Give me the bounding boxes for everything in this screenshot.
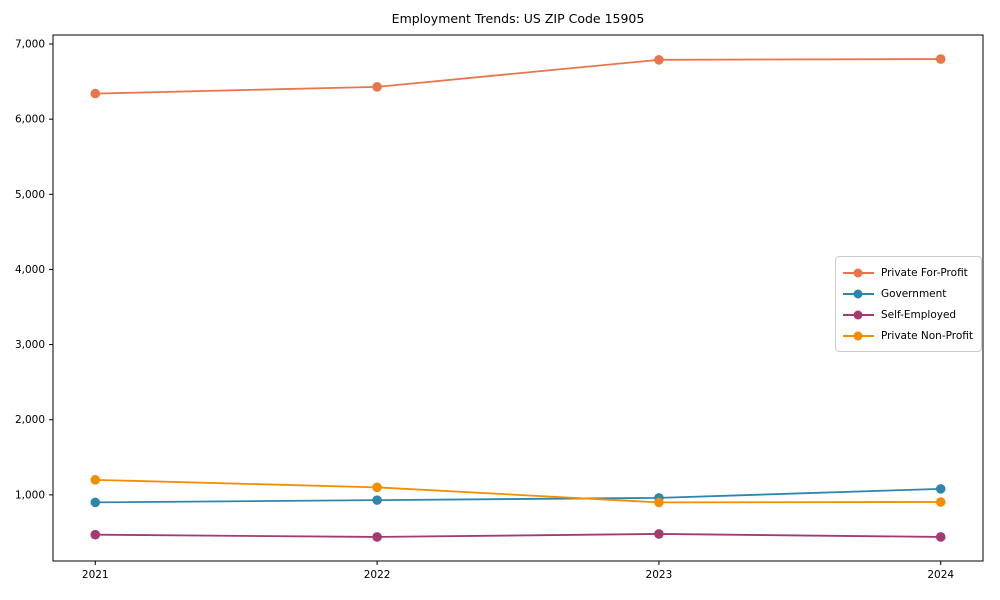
y-tick-label: 7,000 bbox=[15, 39, 45, 51]
series-line-private-for-profit bbox=[95, 58, 941, 95]
legend-label: Government bbox=[880, 287, 947, 300]
data-point-self-employed-2022 bbox=[372, 532, 382, 542]
data-point-self-employed-2024 bbox=[935, 532, 946, 542]
data-point-private-for-profit-2022 bbox=[372, 82, 382, 92]
data-point-private-for-profit-2021 bbox=[90, 88, 101, 99]
chart-title: Employment Trends: US ZIP Code 15905 bbox=[391, 11, 645, 26]
legend-item-government: Government bbox=[842, 283, 973, 304]
data-point-government-2022 bbox=[372, 495, 382, 505]
legend-item-private-non-profit: Private Non-Profit bbox=[842, 325, 973, 346]
data-point-private-non-profit-2021 bbox=[90, 475, 101, 485]
data-point-private-for-profit-2024 bbox=[935, 54, 946, 64]
y-tick-label: 5,000 bbox=[15, 189, 45, 201]
legend-marker-icon bbox=[842, 288, 874, 300]
data-point-self-employed-2023 bbox=[654, 529, 664, 539]
legend-marker-icon bbox=[842, 267, 874, 279]
legend-item-private-for-profit: Private For-Profit bbox=[842, 262, 973, 283]
data-point-government-2021 bbox=[90, 497, 101, 508]
x-tick-label: 2022 bbox=[364, 569, 391, 581]
plot-border bbox=[52, 34, 984, 562]
y-tick-label: 2,000 bbox=[15, 414, 45, 426]
y-tick-label: 1,000 bbox=[15, 489, 45, 501]
y-tick-label: 6,000 bbox=[15, 114, 45, 126]
series-line-self-employed bbox=[95, 533, 941, 538]
x-tick-label: 2021 bbox=[82, 569, 109, 581]
legend-label: Private For-Profit bbox=[880, 266, 968, 279]
legend-marker-icon bbox=[842, 309, 874, 321]
data-point-government-2024 bbox=[935, 484, 946, 494]
legend-item-self-employed: Self-Employed bbox=[842, 304, 973, 325]
legend-label: Self-Employed bbox=[880, 308, 957, 321]
y-tick-label: 4,000 bbox=[15, 264, 45, 276]
data-point-self-employed-2021 bbox=[90, 529, 101, 540]
x-tick-label: 2024 bbox=[927, 569, 954, 581]
series-line-government bbox=[95, 487, 941, 504]
data-point-private-for-profit-2023 bbox=[654, 54, 664, 65]
data-point-private-non-profit-2022 bbox=[372, 482, 382, 493]
legend: Private For-Profit Government Self-Employe… bbox=[834, 256, 982, 352]
data-point-private-non-profit-2024 bbox=[935, 497, 946, 507]
legend-label: Private Non-Profit bbox=[880, 329, 973, 342]
y-tick-label: 3,000 bbox=[15, 339, 45, 351]
series-line-private-non-profit bbox=[95, 478, 941, 504]
legend-marker-icon bbox=[842, 330, 874, 342]
data-point-private-non-profit-2023 bbox=[654, 497, 664, 508]
x-tick-label: 2023 bbox=[646, 569, 673, 581]
